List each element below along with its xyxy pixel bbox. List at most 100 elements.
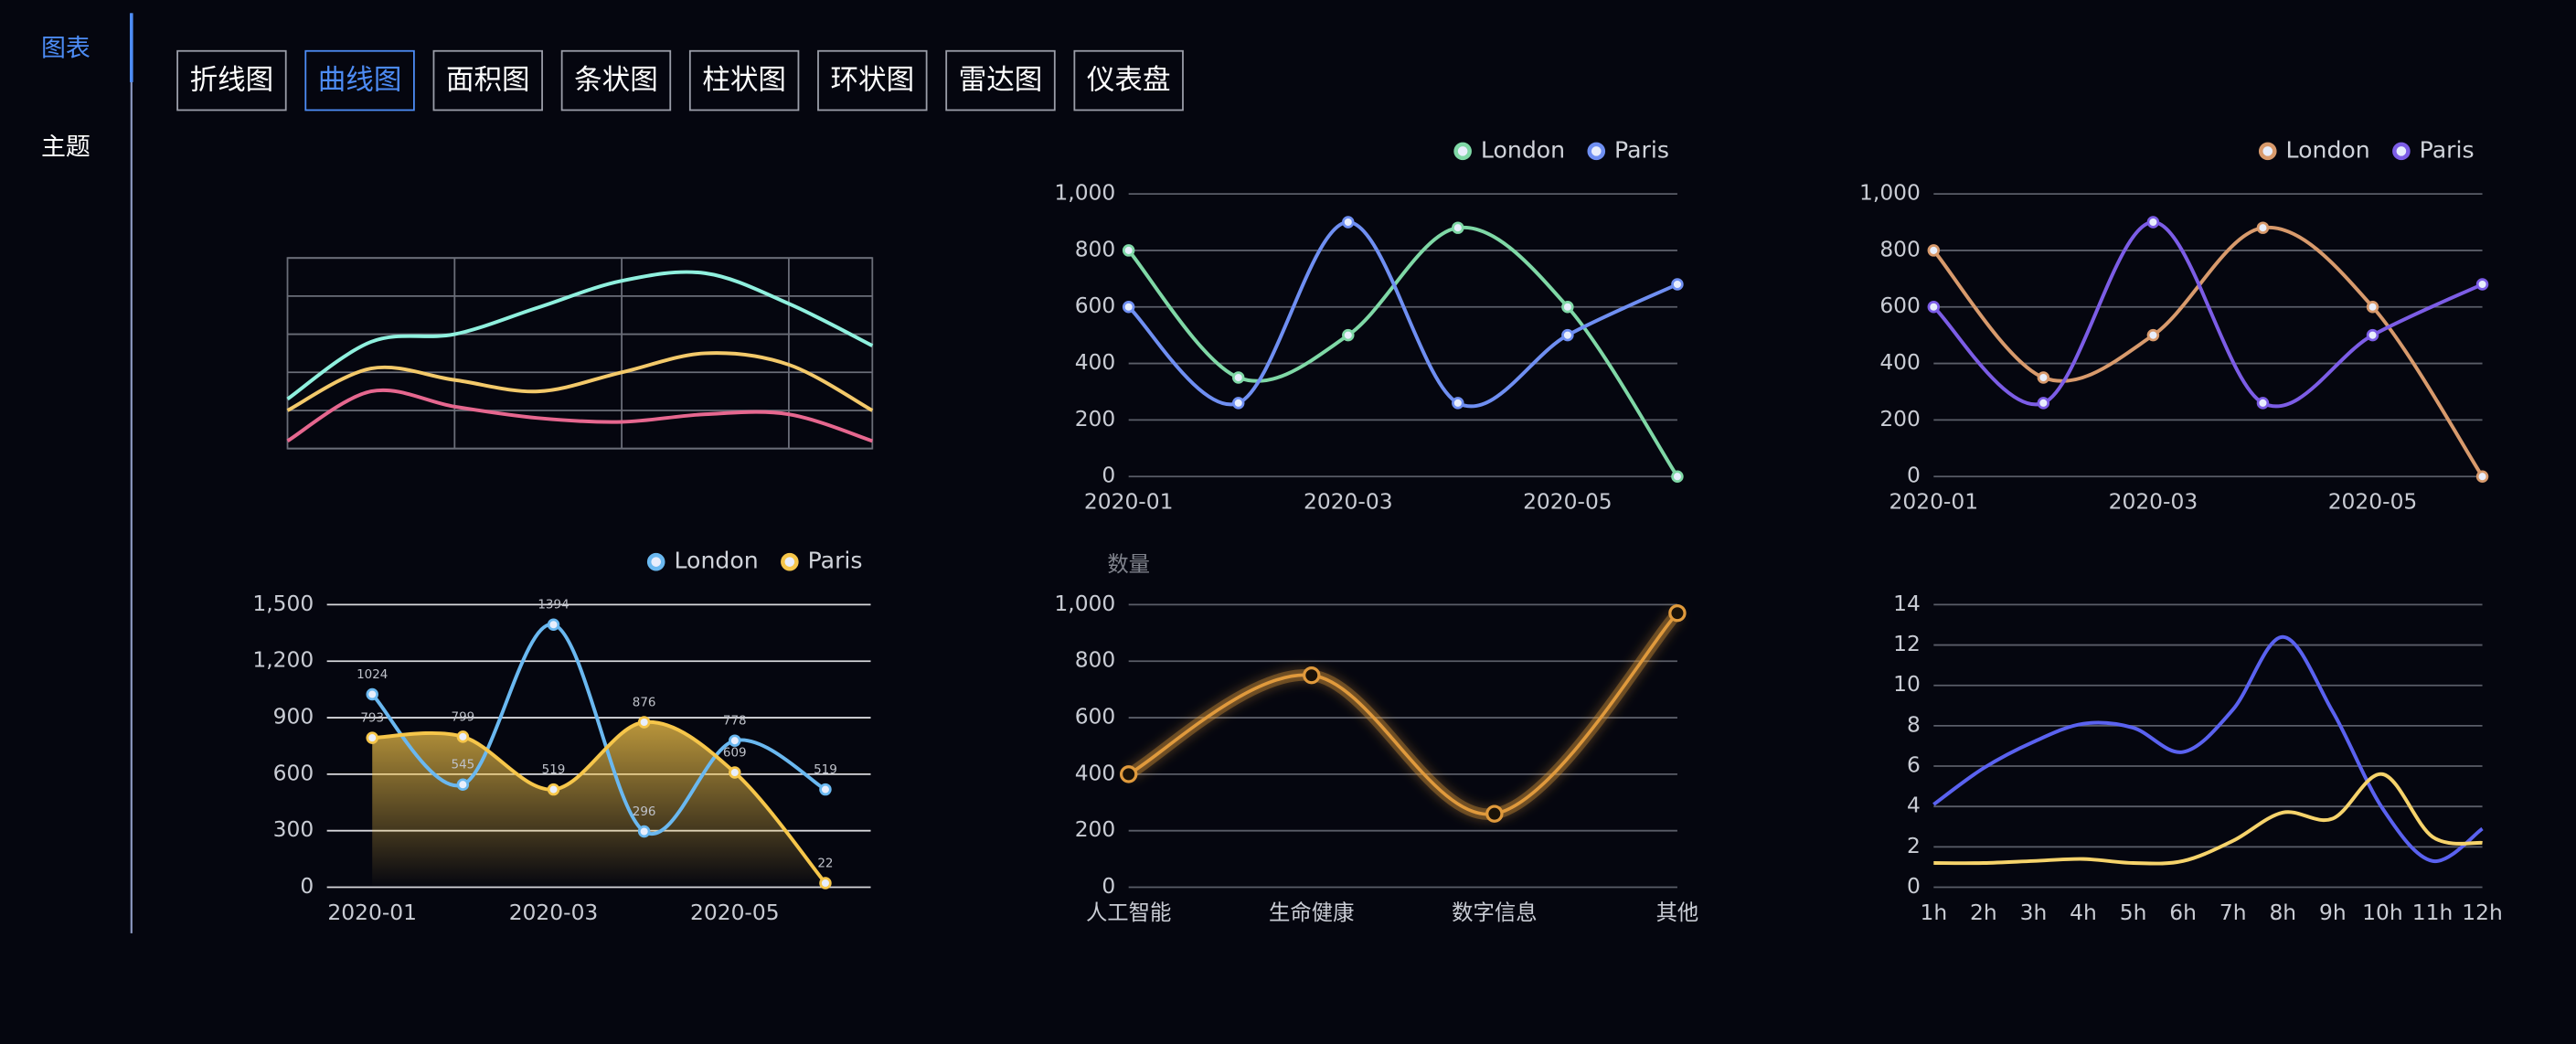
x-tick-label: 数字信息 <box>1452 900 1537 925</box>
x-tick-label: 人工智能 <box>1086 900 1171 925</box>
line <box>286 388 873 443</box>
y-tick-label: 0 <box>1102 463 1115 488</box>
tab-label[interactable]: 仪表盘 <box>1087 64 1171 96</box>
point <box>1342 328 1355 342</box>
legend-label: Paris <box>808 548 863 574</box>
point <box>547 618 560 631</box>
tab[interactable] <box>688 49 800 112</box>
point <box>2037 397 2050 410</box>
x-tick-label: 2020-05 <box>690 900 780 925</box>
point <box>729 766 741 779</box>
legend-label: London <box>2286 136 2370 163</box>
x-tick-label: 1h <box>1920 900 1947 925</box>
point <box>547 783 560 796</box>
point <box>1122 244 1135 257</box>
y-tick-label: 400 <box>1075 760 1116 785</box>
x-tick-label: 8h <box>2269 900 2296 925</box>
y-tick-label: 600 <box>1075 704 1116 730</box>
y-tick-label: 600 <box>273 760 314 785</box>
line <box>1933 772 2483 866</box>
x-tick-label: 2020-03 <box>1304 488 1393 514</box>
point <box>1452 397 1464 410</box>
point <box>637 825 651 838</box>
legend-label: London <box>674 548 758 574</box>
y-tick-label: 4 <box>1907 793 1921 818</box>
point <box>2146 328 2160 342</box>
x-tick-label: 2020-03 <box>509 900 599 925</box>
point <box>729 734 741 747</box>
point <box>2256 221 2270 234</box>
area <box>372 721 825 888</box>
point <box>2475 278 2489 291</box>
point <box>2475 470 2489 483</box>
sidebar-item[interactable]: 图表 <box>41 34 90 62</box>
point <box>366 731 378 744</box>
point <box>819 783 832 796</box>
tab[interactable] <box>176 49 287 112</box>
data-label: 1394 <box>538 598 569 613</box>
y-tick-label: 200 <box>1075 406 1116 431</box>
y-tick-label: 0 <box>1907 463 1921 488</box>
point <box>819 877 832 890</box>
point <box>1485 804 1504 823</box>
point <box>2366 328 2379 342</box>
data-label: 609 <box>723 745 747 760</box>
y-tick-label: 14 <box>1893 591 1921 616</box>
data-label: 22 <box>817 856 833 870</box>
chart: 0 2 4 6 8 10 12 14 1h 2h 3h 4h 5h 6h 7h 8h 9h 10h 11h 12h <box>1893 591 2503 925</box>
data-label: 519 <box>542 762 566 777</box>
sidebar-item[interactable]: 主题 <box>41 133 90 161</box>
tab-label[interactable]: 雷达图 <box>959 64 1043 96</box>
tab-label[interactable]: 柱状图 <box>702 64 786 96</box>
y-tick-label: 1,000 <box>1054 591 1115 616</box>
point <box>1303 666 1321 685</box>
legend-label: Paris <box>1614 136 1669 163</box>
point <box>637 716 651 729</box>
tab-label[interactable]: 折线图 <box>190 64 274 96</box>
x-tick-label: 其他 <box>1656 900 1699 925</box>
legend-marker <box>2392 142 2411 161</box>
tab[interactable] <box>1073 49 1184 112</box>
legend-label: Paris <box>2420 136 2475 163</box>
data-label: 778 <box>723 714 747 729</box>
x-tick-label: 7h <box>2219 900 2247 925</box>
point <box>2146 216 2160 229</box>
y-tick-label: 2 <box>1907 833 1921 858</box>
tab[interactable] <box>817 49 928 112</box>
legend-label: London <box>1481 136 1565 163</box>
data-label: 799 <box>452 709 475 724</box>
y-tick-label: 200 <box>1075 816 1116 842</box>
y-axis-label: 数量 <box>1107 551 1150 577</box>
line <box>1127 612 1679 816</box>
tab[interactable] <box>432 49 543 112</box>
point <box>1342 216 1355 229</box>
x-tick-label: 4h <box>2070 900 2097 925</box>
x-tick-label: 6h <box>2169 900 2197 925</box>
data-label: 519 <box>814 762 837 777</box>
tab[interactable] <box>945 49 1056 112</box>
point <box>2037 371 2050 384</box>
tab[interactable] <box>560 49 672 112</box>
y-tick-label: 800 <box>1879 236 1921 261</box>
line <box>1932 634 2484 863</box>
y-tick-label: 200 <box>1879 406 1921 431</box>
tab-label[interactable]: 环状图 <box>830 64 914 96</box>
chart: 0 300 600 900 1,200 1,500 2020-01 2020-03 2020-0… <box>252 548 871 925</box>
data-label: 1024 <box>357 667 388 682</box>
y-tick-label: 6 <box>1907 752 1921 778</box>
y-tick-label: 1,200 <box>252 647 314 673</box>
tab-label[interactable]: 面积图 <box>446 64 530 96</box>
chart <box>286 257 874 450</box>
tab-label[interactable]: 条状图 <box>574 64 658 96</box>
tab[interactable] <box>304 49 415 112</box>
x-tick-label: 10h <box>2362 900 2403 925</box>
chart: 0 200 400 600 800 1,000 人工智能 生命健康 数字信息 其他 数量 <box>1054 551 1698 925</box>
x-tick-label: 2h <box>1970 900 1997 925</box>
x-tick-label: 生命健康 <box>1269 900 1354 925</box>
x-tick-label: 5h <box>2120 900 2147 925</box>
x-tick-label: 12h <box>2462 900 2503 925</box>
tab-label[interactable]: 曲线图 <box>318 64 402 96</box>
data-label: 793 <box>360 711 384 726</box>
